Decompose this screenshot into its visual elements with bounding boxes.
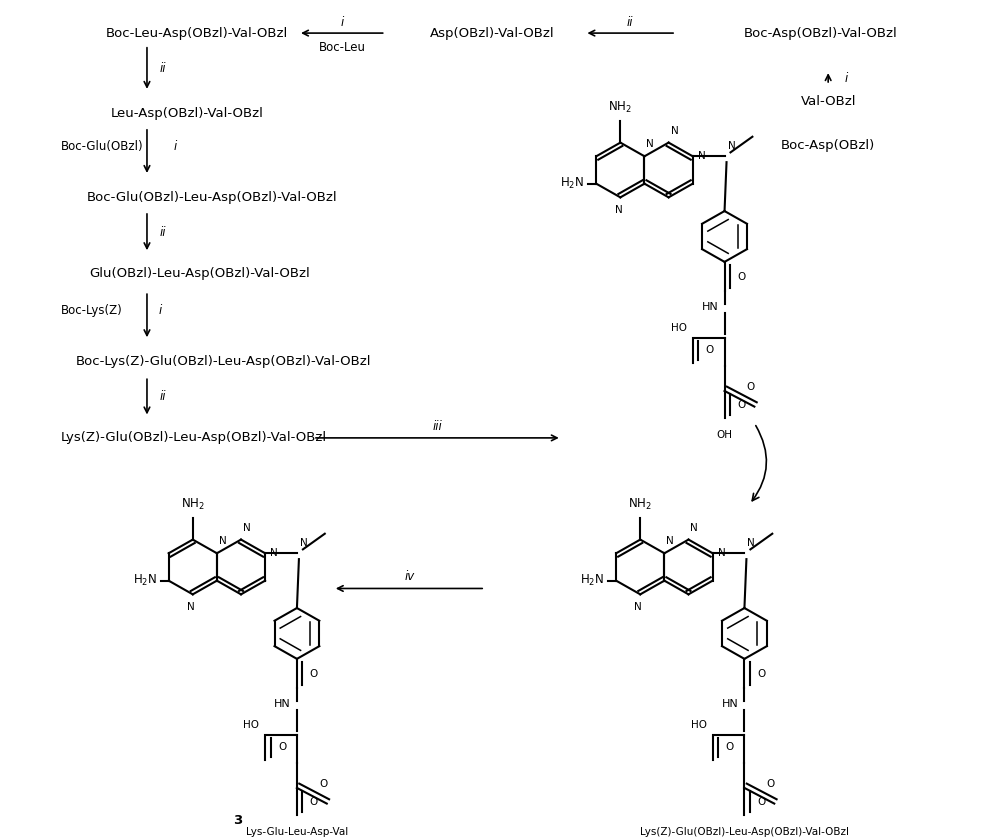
Text: HN: HN bbox=[274, 699, 291, 709]
Text: Boc-Asp(OBzl): Boc-Asp(OBzl) bbox=[781, 139, 875, 152]
Text: 3: 3 bbox=[233, 814, 242, 826]
Text: N: N bbox=[270, 548, 278, 558]
Text: iii: iii bbox=[432, 420, 442, 433]
Text: HO: HO bbox=[671, 323, 687, 333]
Text: ii: ii bbox=[160, 390, 166, 404]
Text: O: O bbox=[767, 779, 775, 789]
FancyArrowPatch shape bbox=[752, 425, 766, 501]
Text: NH$_2$: NH$_2$ bbox=[628, 497, 652, 512]
Text: N: N bbox=[243, 523, 251, 533]
Text: iv: iv bbox=[404, 571, 415, 583]
Text: O: O bbox=[757, 797, 766, 806]
Text: HN: HN bbox=[722, 699, 738, 709]
Text: ii: ii bbox=[627, 16, 634, 29]
Text: Asp(OBzl)-Val-OBzl: Asp(OBzl)-Val-OBzl bbox=[430, 27, 554, 39]
Text: N: N bbox=[615, 206, 622, 215]
Text: O: O bbox=[706, 346, 714, 356]
Text: H$_2$N: H$_2$N bbox=[133, 573, 157, 588]
Text: N: N bbox=[671, 126, 678, 136]
Text: H$_2$N: H$_2$N bbox=[560, 176, 584, 191]
Text: i: i bbox=[159, 305, 162, 317]
Text: N: N bbox=[187, 602, 195, 612]
Text: Lys(Z)-Glu(OBzl)-Leu-Asp(OBzl)-Val-OBzl: Lys(Z)-Glu(OBzl)-Leu-Asp(OBzl)-Val-OBzl bbox=[640, 827, 849, 837]
Text: ii: ii bbox=[160, 226, 166, 238]
Text: Boc-Asp(OBzl)-Val-OBzl: Boc-Asp(OBzl)-Val-OBzl bbox=[743, 27, 897, 39]
Text: O: O bbox=[310, 669, 318, 679]
Text: Boc-Glu(OBzl)-Leu-Asp(OBzl)-Val-OBzl: Boc-Glu(OBzl)-Leu-Asp(OBzl)-Val-OBzl bbox=[86, 190, 337, 204]
Text: H$_2$N: H$_2$N bbox=[580, 573, 604, 588]
Text: N: N bbox=[728, 142, 735, 151]
Text: Boc-Leu-Asp(OBzl)-Val-OBzl: Boc-Leu-Asp(OBzl)-Val-OBzl bbox=[106, 27, 288, 39]
Text: O: O bbox=[737, 399, 746, 409]
Text: N: N bbox=[718, 548, 725, 558]
Text: O: O bbox=[737, 272, 746, 282]
Text: N: N bbox=[666, 536, 674, 546]
Text: N: N bbox=[747, 539, 755, 549]
Text: O: O bbox=[726, 743, 734, 753]
Text: OH: OH bbox=[717, 430, 733, 440]
Text: N: N bbox=[646, 139, 654, 149]
Text: i: i bbox=[844, 71, 848, 85]
Text: N: N bbox=[219, 536, 227, 546]
Text: Lys(Z)-Glu(OBzl)-Leu-Asp(OBzl)-Val-OBzl: Lys(Z)-Glu(OBzl)-Leu-Asp(OBzl)-Val-OBzl bbox=[61, 431, 327, 445]
Text: N: N bbox=[300, 539, 308, 549]
Text: i: i bbox=[174, 140, 177, 153]
Text: ii: ii bbox=[160, 62, 166, 75]
Text: Glu(OBzl)-Leu-Asp(OBzl)-Val-OBzl: Glu(OBzl)-Leu-Asp(OBzl)-Val-OBzl bbox=[89, 267, 310, 280]
Text: Boc-Lys(Z)-Glu(OBzl)-Leu-Asp(OBzl)-Val-OBzl: Boc-Lys(Z)-Glu(OBzl)-Leu-Asp(OBzl)-Val-O… bbox=[76, 355, 371, 368]
Text: HO: HO bbox=[691, 720, 707, 730]
Text: Boc-Lys(Z): Boc-Lys(Z) bbox=[60, 305, 122, 317]
Text: NH$_2$: NH$_2$ bbox=[608, 100, 632, 115]
Text: Boc-Glu(OBzl): Boc-Glu(OBzl) bbox=[60, 140, 143, 153]
Text: HN: HN bbox=[702, 302, 719, 312]
Text: O: O bbox=[747, 382, 755, 392]
Text: i: i bbox=[340, 16, 344, 29]
Text: O: O bbox=[310, 797, 318, 806]
Text: HO: HO bbox=[243, 720, 259, 730]
Text: Lys-Glu-Leu-Asp-Val: Lys-Glu-Leu-Asp-Val bbox=[246, 827, 348, 837]
Text: N: N bbox=[698, 151, 705, 161]
Text: O: O bbox=[757, 669, 766, 679]
Text: NH$_2$: NH$_2$ bbox=[181, 497, 205, 512]
Text: Val-OBzl: Val-OBzl bbox=[800, 95, 856, 108]
Text: N: N bbox=[690, 523, 698, 533]
Text: Leu-Asp(OBzl)-Val-OBzl: Leu-Asp(OBzl)-Val-OBzl bbox=[110, 107, 263, 120]
Text: O: O bbox=[319, 779, 327, 789]
Text: N: N bbox=[634, 602, 642, 612]
Text: Boc-Leu: Boc-Leu bbox=[318, 41, 365, 55]
Text: O: O bbox=[278, 743, 286, 753]
